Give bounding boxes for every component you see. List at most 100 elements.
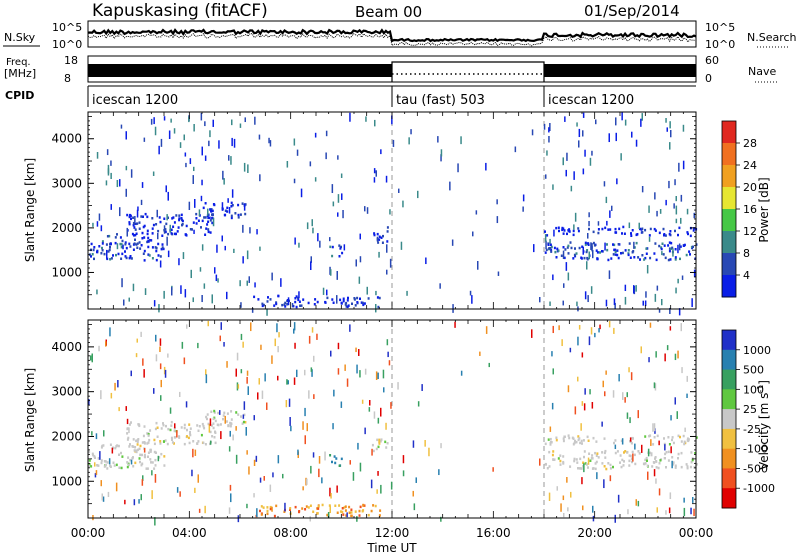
range-gate-cell (124, 255, 127, 258)
range-gate-cell (637, 256, 640, 259)
scatter-echo (552, 184, 554, 190)
scatter-echo (674, 179, 676, 186)
range-gate-cell (546, 234, 549, 237)
range-gate-cell (663, 437, 665, 440)
range-gate-cell (567, 434, 570, 437)
range-gate-cell (575, 458, 578, 461)
scatter-echo (576, 301, 578, 307)
scatter-echo (477, 261, 479, 270)
range-gate-cell (108, 234, 111, 238)
range-gate-cell (147, 455, 149, 458)
scatter-echo (584, 388, 586, 395)
range-gate-cell (644, 435, 647, 438)
range-gate-cell (202, 424, 205, 428)
range-gate-cell (363, 302, 366, 305)
range-gate-cell (116, 444, 119, 447)
scatter-echo (310, 465, 312, 474)
range-gate-cell (566, 232, 568, 236)
scatter-echo (617, 494, 620, 503)
range-gate-cell (141, 462, 144, 465)
scatter-echo (413, 503, 416, 511)
range-gate-cell (262, 506, 265, 509)
range-gate-cell (672, 441, 675, 445)
range-gate-cell (587, 439, 590, 442)
range-gate-cell (126, 438, 129, 441)
freq-block (544, 64, 696, 77)
range-gate-cell (344, 509, 347, 512)
scatter-echo (287, 380, 289, 385)
range-gate-cell (549, 437, 552, 441)
scatter-echo (628, 367, 630, 373)
scatter-echo (612, 390, 615, 398)
range-gate-cell (351, 302, 353, 305)
range-gate-cell (373, 232, 376, 235)
scatter-echo (243, 203, 246, 211)
scatter-echo (582, 168, 585, 175)
scatter-echo (298, 291, 300, 299)
range-gate-cell (183, 423, 186, 427)
scatter-echo (246, 370, 249, 376)
range-gate-cell (314, 298, 317, 301)
scatter-echo (457, 163, 459, 173)
range-gate-cell (120, 466, 123, 470)
scatter-echo (205, 374, 208, 384)
range-gate-cell (612, 243, 614, 246)
freq-right-label: Nave (748, 65, 776, 78)
range-gate-cell (163, 464, 166, 467)
scatter-echo (645, 291, 647, 298)
range-gate-cell (117, 444, 120, 448)
range-gate-cell (143, 249, 146, 253)
range-gate-cell (606, 243, 608, 246)
scatter-echo (588, 251, 590, 260)
range-gate-cell (262, 303, 265, 307)
range-gate-cell (607, 462, 610, 465)
scatter-echo (332, 423, 334, 430)
scatter-echo (626, 412, 629, 419)
range-gate-cell (107, 250, 110, 253)
scatter-echo (154, 474, 157, 483)
scatter-echo (223, 178, 225, 185)
scatter-echo (669, 142, 671, 150)
scatter-echo (143, 448, 146, 453)
range-gate-cell (628, 464, 631, 467)
scatter-echo (169, 224, 171, 233)
scatter-echo (183, 357, 186, 365)
scatter-echo (226, 291, 228, 300)
range-gate-cell (206, 413, 209, 416)
x-tick-label: 16:00 (476, 526, 511, 540)
range-gate-cell (134, 233, 137, 237)
scatter-echo (647, 448, 650, 457)
range-gate-cell (557, 226, 560, 229)
range-gate-cell (332, 301, 335, 304)
scatter-echo (209, 440, 212, 445)
range-gate-cell (226, 206, 229, 210)
range-gate-cell (266, 512, 269, 516)
range-gate-cell (126, 213, 129, 217)
scatter-echo (588, 336, 591, 346)
range-gate-cell (619, 454, 622, 457)
scatter-echo (595, 119, 597, 125)
range-gate-cell (682, 434, 685, 438)
range-gate-cell (294, 505, 297, 509)
colorbar-tick-label: 1000 (743, 344, 771, 357)
range-gate-cell (573, 253, 576, 257)
scatter-echo (440, 149, 443, 157)
scatter-echo (306, 478, 308, 485)
range-gate-cell (213, 203, 216, 207)
scatter-echo (258, 134, 261, 140)
scatter-echo (591, 150, 593, 156)
scatter-echo (611, 205, 613, 211)
scatter-echo (548, 492, 551, 501)
range-gate-cell (189, 228, 192, 231)
range-gate-cell (594, 451, 597, 455)
range-gate-cell (154, 458, 157, 462)
scatter-echo (244, 117, 246, 123)
range-gate-cell (628, 459, 631, 463)
scatter-echo (567, 507, 569, 512)
scatter-echo (218, 140, 220, 149)
range-gate-cell (329, 245, 332, 249)
scatter-echo (184, 289, 187, 298)
range-gate-cell (166, 442, 169, 446)
range-gate-cell (594, 462, 597, 465)
range-gate-cell (652, 443, 655, 446)
